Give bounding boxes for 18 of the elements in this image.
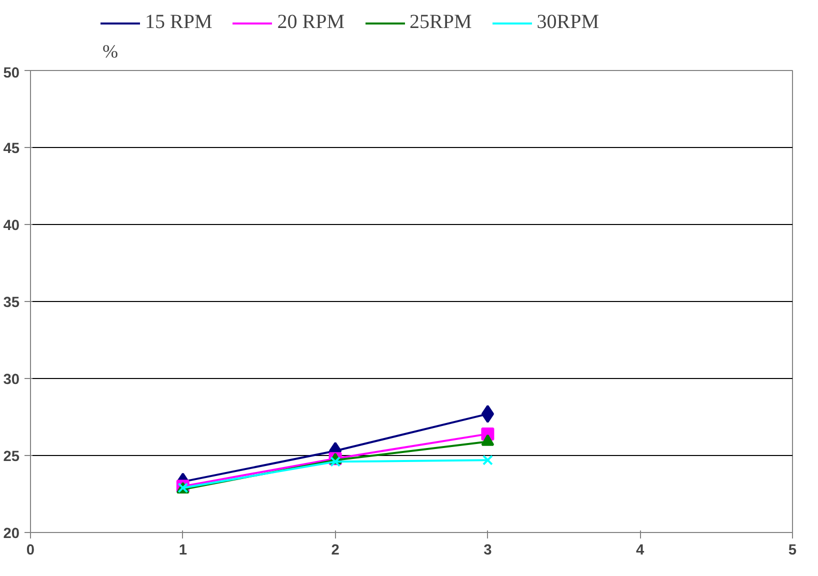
y-tick-label: 35	[3, 295, 20, 311]
legend-label: 15 RPM	[145, 11, 212, 34]
y-tick-label: 30	[3, 372, 20, 388]
y-axis-title: %	[102, 42, 118, 62]
y-tick-label: 25	[3, 449, 20, 465]
x-tick-label: 1	[178, 542, 187, 558]
x-tick-label: 2	[331, 542, 340, 558]
x-tick-label: 4	[636, 542, 646, 558]
x-tick-label: 5	[788, 542, 797, 558]
x-tick-label: 0	[26, 542, 35, 558]
legend-label: 20 RPM	[277, 11, 344, 34]
legend-label: 25RPM	[410, 11, 472, 34]
y-tick-label: 20	[3, 526, 20, 542]
y-tick-label: 40	[3, 218, 20, 234]
y-tick-label: 45	[3, 141, 20, 157]
y-tick-label: 50	[3, 66, 20, 82]
legend-label: 30RPM	[536, 11, 599, 34]
x-tick-label: 3	[484, 542, 492, 558]
